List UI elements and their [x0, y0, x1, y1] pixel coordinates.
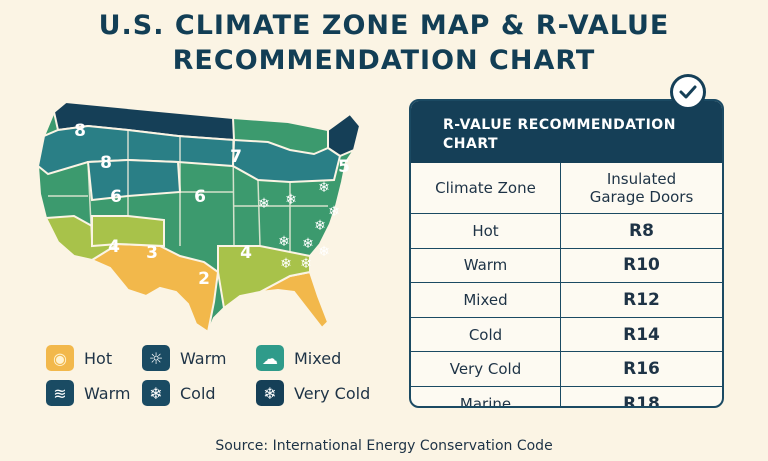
snowflake-icon: ❄ — [328, 204, 340, 220]
snowflake-icon: ❄ — [142, 380, 170, 406]
legend-item-hot: ◉ Hot — [46, 345, 112, 371]
snowflake-icon: ❄ — [300, 256, 312, 272]
page-title-line-2: RECOMMENDATION CHART — [172, 45, 596, 76]
table-row: Hot R8 — [411, 213, 722, 249]
legend-item-mixed: ☁ Mixed — [256, 345, 341, 371]
rvalue-cell: R18 — [623, 393, 660, 408]
r-value-table-card: R-VALUE RECOMMENDATION CHART Climate Zon… — [409, 99, 724, 408]
zone-label: 8 — [100, 153, 112, 173]
zone-cell: Marine — [411, 386, 561, 406]
zone-label: 4 — [108, 237, 120, 257]
rvalue-cell: R10 — [560, 248, 722, 284]
zone-label: 6 — [194, 187, 206, 207]
zone-label: 5 — [338, 157, 350, 177]
zone-label: 8 — [74, 121, 86, 141]
checkmark-icon — [670, 74, 706, 110]
source-caption: Source: International Energy Conservatio… — [215, 438, 553, 454]
zone-label: 6 — [110, 187, 122, 207]
zone-label: 2 — [198, 269, 210, 289]
snowflake-icon: ❄ — [280, 256, 292, 272]
column-header-insulated-garage-doors: Insulated Garage Doors — [560, 163, 722, 214]
wind-icon: ≋ — [46, 380, 74, 406]
zone-label: 3 — [146, 243, 158, 263]
rvalue-cell: R14 — [560, 317, 722, 353]
zone-label: 4 — [240, 243, 252, 263]
legend-item-warm: ☼ Warm — [142, 345, 226, 371]
zone-label: 7 — [230, 147, 242, 167]
table-row: Marine R18 — [411, 386, 722, 408]
zone-cell: Very Cold — [411, 351, 561, 387]
legend-item-cold: ❄ Cold — [142, 380, 216, 406]
sun-outline-icon: ☼ — [142, 345, 170, 371]
table-row: Mixed R12 — [411, 282, 722, 318]
table-row: Warm R10 — [411, 248, 722, 284]
page-title-line-1: U.S. CLIMATE ZONE MAP & R-VALUE — [98, 10, 670, 41]
zone-cell: Hot — [411, 213, 561, 249]
table-title: R-VALUE RECOMMENDATION CHART — [443, 117, 676, 152]
snowflake-icon: ❄ — [258, 196, 270, 212]
rvalue-cell: R8 — [560, 213, 722, 249]
zone-cell: Cold — [411, 317, 561, 353]
r-value-table: Climate Zone Insulated Garage Doors Hot … — [411, 163, 722, 408]
legend-label: Hot — [84, 348, 113, 368]
zone-cell: Mixed — [411, 282, 561, 318]
table-row: Cold R14 — [411, 317, 722, 353]
legend-label: Cold — [180, 383, 216, 403]
legend-label: Warm — [84, 383, 131, 403]
column-header-label: Insulated Garage Doors — [589, 170, 694, 206]
snowflake-icon: ❄ — [285, 192, 297, 208]
snowflake-icon: ❄ — [318, 244, 330, 260]
legend-label: Mixed — [294, 348, 342, 368]
rvalue-cell: R16 — [560, 351, 722, 387]
legend-item-warm-wind: ≋ Warm — [46, 380, 130, 406]
table-header: R-VALUE RECOMMENDATION CHART — [411, 101, 722, 163]
us-climate-zone-map: ❄ ❄ ❄ ❄ ❄ ❄ ❄ ❄ ❄ ❄ 8 8 7 6 6 5 4 3 4 2 — [36, 100, 362, 334]
snowflake-icon: ❄ — [314, 218, 326, 234]
table-row: Very Cold R16 — [411, 351, 722, 387]
legend-item-very-cold: ❄ Very Cold — [256, 380, 370, 406]
table-header-row: Climate Zone Insulated Garage Doors — [411, 163, 722, 214]
snowflake-icon: ❄ — [318, 180, 330, 196]
cloud-icon: ☁ — [256, 345, 284, 371]
snowflake-icon: ❄ — [278, 234, 290, 250]
legend-label: Very Cold — [294, 383, 371, 403]
rvalue-cell: R12 — [560, 282, 722, 318]
legend-label: Warm — [180, 348, 227, 368]
sun-icon: ◉ — [46, 345, 74, 371]
snowflake-icon: ❄ — [256, 380, 284, 406]
zone-cell: Warm — [411, 248, 561, 284]
snowflake-icon: ❄ — [302, 236, 314, 252]
column-header-climate-zone: Climate Zone — [411, 163, 561, 214]
